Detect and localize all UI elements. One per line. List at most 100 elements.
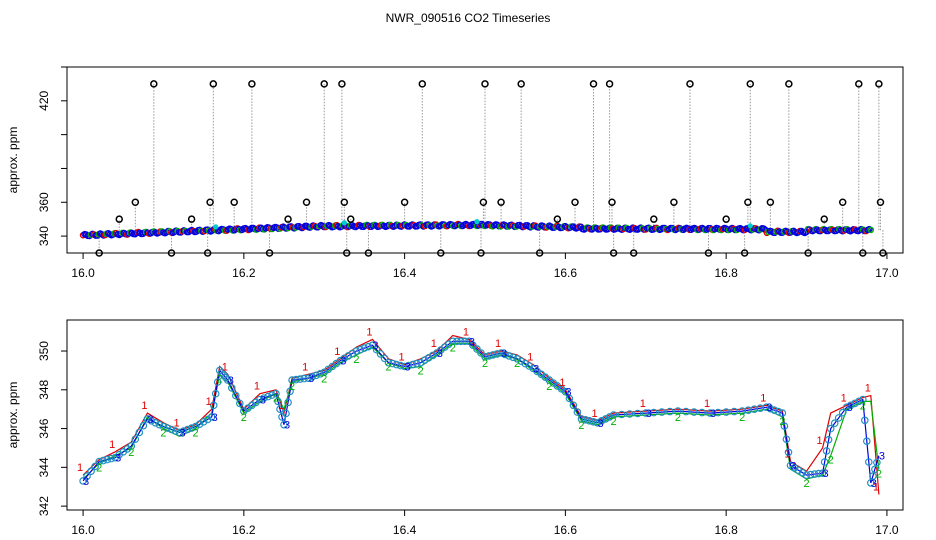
data-point: [854, 397, 863, 406]
outlier-point: [820, 215, 828, 223]
outlier-point: [746, 80, 755, 88]
data-point: [286, 387, 294, 396]
data-point: [657, 408, 666, 416]
outlier-point: [477, 249, 485, 257]
series-label-2: 2: [385, 362, 391, 374]
series-label-1: 1: [704, 398, 710, 410]
data-point: [770, 406, 779, 415]
outlier-point: [209, 80, 218, 88]
series-label-3: 3: [179, 427, 185, 439]
data-point: [561, 387, 570, 396]
data-point: [79, 477, 87, 485]
data-point: [276, 405, 284, 414]
outlier-point: [722, 215, 730, 223]
data-point: [183, 425, 192, 434]
data-point: [380, 354, 389, 363]
outlier-point: [744, 198, 752, 207]
data-point: [869, 472, 877, 480]
series-label-3: 3: [565, 387, 571, 399]
data-point: [846, 401, 855, 410]
data-point: [171, 427, 180, 435]
data-point: [730, 407, 739, 416]
x-tick-label: 16.2: [232, 266, 256, 280]
series-label-1: 1: [784, 449, 790, 461]
series-label-1: 1: [109, 439, 115, 451]
series-label-1: 1: [302, 361, 308, 373]
x-tick-label: 16.2: [232, 523, 256, 537]
outlier-point: [838, 198, 847, 207]
x-tick-label: 16.0: [71, 523, 95, 537]
outlier-point: [248, 80, 256, 88]
data-point: [469, 341, 477, 350]
series-label-1: 1: [206, 396, 212, 408]
data-point: [774, 407, 783, 416]
series-label-1: 1: [431, 338, 437, 350]
data-point: [782, 435, 791, 444]
series-label-1: 1: [278, 400, 284, 412]
data-point: [706, 409, 714, 417]
data-point: [867, 226, 875, 234]
series-label-3: 3: [469, 336, 475, 348]
outlier-point: [875, 80, 883, 88]
outlier-point: [804, 249, 812, 257]
data-point: [199, 417, 208, 426]
series-label-3: 3: [710, 408, 716, 420]
series-label-1: 1: [527, 352, 533, 364]
plot-frame: [66, 66, 904, 254]
data-point: [698, 408, 706, 417]
data-point: [501, 350, 509, 359]
y-axis-label: approx. ppm: [6, 382, 20, 449]
y-tick-label: 350: [37, 341, 51, 361]
outlier-point: [517, 80, 525, 88]
series-label-2: 2: [273, 393, 279, 405]
series-label-3: 3: [147, 414, 153, 426]
x-tick-label: 17.0: [875, 523, 899, 537]
series-label-2: 2: [450, 342, 456, 354]
outlier-point: [265, 249, 274, 257]
outlier-point: [879, 249, 887, 257]
series-label-3: 3: [533, 363, 539, 375]
data-point: [790, 463, 799, 472]
data-point: [203, 415, 212, 424]
outlier-point: [131, 198, 140, 207]
data-point: [465, 337, 473, 346]
series-label-3: 3: [766, 402, 772, 414]
outlier-point: [167, 249, 176, 257]
x-tick-label: 16.8: [714, 266, 738, 280]
data-point: [91, 462, 99, 471]
series-label-2: 2: [289, 381, 295, 393]
data-point: [191, 422, 200, 431]
data-point: [83, 472, 91, 480]
data-point: [850, 399, 859, 408]
outlier-point: [206, 198, 214, 207]
data-point: [151, 418, 160, 427]
data-point: [714, 408, 722, 417]
data-point: [780, 422, 789, 430]
series-label-2: 2: [353, 354, 359, 366]
data-point: [873, 458, 881, 467]
outlier-point: [230, 198, 238, 207]
series-label-2: 2: [578, 420, 584, 432]
data-point: [179, 427, 188, 435]
data-point: [220, 371, 228, 380]
data-point: [834, 414, 843, 422]
data-point: [820, 458, 829, 466]
series-label-1: 1: [760, 392, 766, 404]
data-point: [272, 389, 280, 398]
data-point: [577, 415, 586, 423]
data-point: [228, 384, 236, 392]
data-point: [722, 408, 731, 416]
series-label-2: 2: [321, 373, 327, 385]
data-point: [396, 361, 405, 370]
data-point: [457, 337, 465, 346]
data-point: [336, 356, 345, 365]
series-label-2: 2: [803, 478, 809, 490]
data-point: [268, 391, 276, 399]
data-point: [481, 352, 489, 361]
series-label-3: 3: [284, 420, 290, 432]
outlier-point: [571, 198, 579, 207]
data-point: [163, 424, 172, 432]
chart-top-panel: 16.0 16.2 16.4 16.6 16.8 17.0 340 360 420 approx.…: [6, 66, 904, 280]
series-label-3: 3: [340, 356, 346, 368]
data-point: [497, 349, 505, 357]
